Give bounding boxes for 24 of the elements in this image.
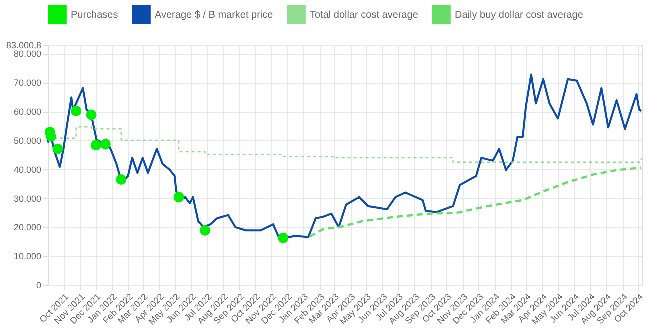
y-tick-label: 20.000 (14, 222, 42, 233)
point (90, 140, 102, 151)
y-tick-label: 30.000 (14, 194, 42, 204)
point (174, 192, 184, 203)
y-tick-label: 10.000 (14, 252, 42, 262)
legend-label: Total dollar cost average (310, 10, 419, 21)
y-tick-label: 83.000,8 (6, 40, 42, 50)
legend-label: Average $ / B market price (155, 10, 274, 21)
point (116, 174, 127, 185)
line-series (309, 166, 643, 238)
point (52, 144, 64, 154)
point (100, 139, 111, 150)
y-tick-label: 40.000 (14, 164, 42, 175)
y-tick-label: 60.000 (14, 107, 42, 118)
y-tick-label: 70.000 (14, 78, 42, 88)
point (278, 232, 289, 244)
legend-label: Daily buy dollar cost average (455, 10, 584, 21)
y-tick-label: 0 (36, 280, 42, 290)
y-tick-label: 80.000 (14, 49, 42, 60)
legend-label: Purchases (71, 10, 118, 21)
point (71, 106, 82, 116)
point (200, 225, 211, 236)
point (86, 110, 97, 120)
y-tick-label: 50.000 (14, 136, 42, 146)
